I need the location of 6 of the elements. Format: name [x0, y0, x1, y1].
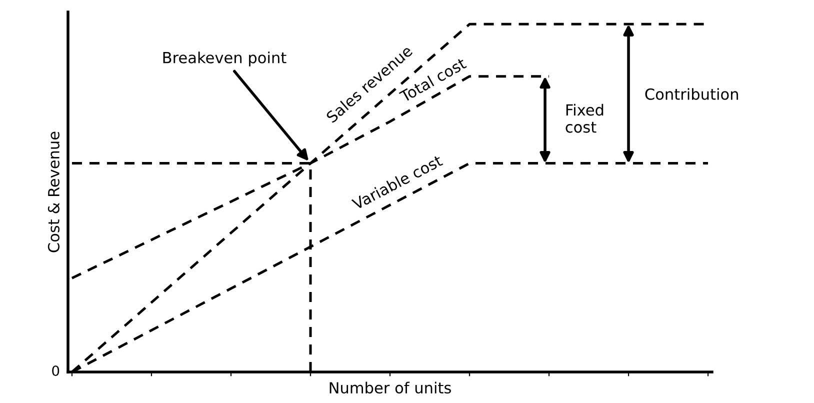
x-axis-title: Number of units	[330, 382, 451, 394]
annotation: Fixed cost	[566, 104, 604, 133]
annotation: Contribution	[645, 88, 738, 100]
y-axis-title: Cost & Revenue	[48, 132, 60, 252]
text: 0	[52, 366, 60, 376]
annotation: Breakeven point	[163, 52, 286, 66]
